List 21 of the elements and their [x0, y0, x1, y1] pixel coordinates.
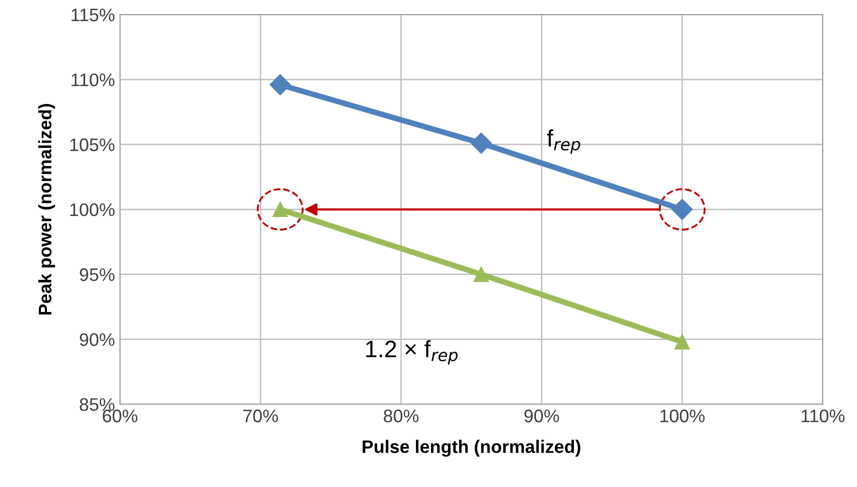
y-tick-label: 100%: [70, 203, 114, 216]
y-tick-label: 105%: [70, 138, 114, 152]
y-tick-label: 110%: [72, 73, 114, 86]
y-tick-label: 95%: [80, 268, 114, 282]
y-axis-title: Peak power (normalized): [38, 104, 56, 315]
point: [270, 74, 291, 96]
x-tick-label: 70%: [243, 410, 278, 422]
x-tick-label: 80%: [384, 410, 419, 422]
y-tick-label: 90%: [80, 333, 114, 346]
x-tick-label: 100%: [660, 410, 705, 422]
point: [674, 334, 690, 350]
y-tick-label: 115%: [72, 8, 114, 22]
text: 1.2 × f$_{rep}$: [366, 340, 458, 364]
point: [474, 266, 489, 282]
x-tick-label: 60%: [102, 410, 138, 422]
x-axis-title: Pulse length (normalized): [362, 440, 580, 457]
point: [470, 132, 492, 154]
x-tick-label: 90%: [524, 410, 560, 422]
series-label: f$_{rep}$: [546, 129, 580, 154]
y-tick-label: 85%: [80, 398, 114, 411]
x-tick-label: 110%: [802, 410, 845, 422]
